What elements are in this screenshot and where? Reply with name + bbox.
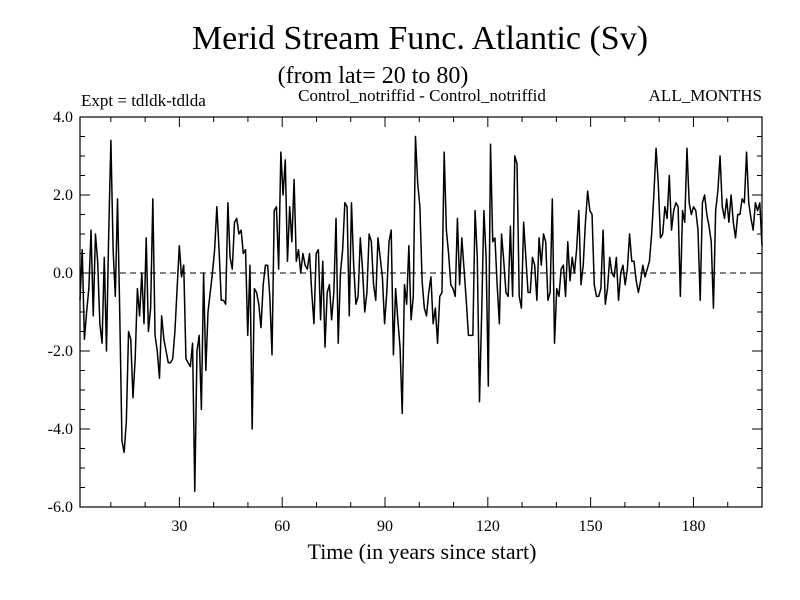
y-tick-label: -2.0 bbox=[48, 343, 73, 360]
months-label: ALL_MONTHS bbox=[649, 86, 762, 105]
x-tick-label: 180 bbox=[681, 518, 705, 535]
x-tick-label: 60 bbox=[274, 518, 290, 535]
x-tick-label: 90 bbox=[377, 518, 393, 535]
x-axis-label: Time (in years since start) bbox=[308, 539, 537, 564]
y-tick-label: -6.0 bbox=[48, 499, 73, 516]
y-tick-label: 4.0 bbox=[53, 109, 73, 126]
y-tick-label: 0.0 bbox=[53, 265, 73, 282]
experiment-label: Expt = tdldk-tdlda bbox=[81, 91, 206, 110]
chart-subtitle: (from lat= 20 to 80) bbox=[278, 63, 469, 89]
x-tick-label: 30 bbox=[171, 518, 187, 535]
plot-frame bbox=[79, 116, 763, 508]
plot-area: 4.0 2.0 0.0 -2.0 -4.0 -6.0 30 60 90 120 150 180 bbox=[48, 109, 763, 535]
series-line-0 bbox=[79, 135, 763, 493]
chart-title: Merid Stream Func. Atlantic (Sv) bbox=[192, 20, 648, 57]
comparison-label: Control_notriffid - Control_notriffid bbox=[298, 86, 546, 105]
y-tick-label: -4.0 bbox=[48, 421, 73, 438]
y-tick-label: 2.0 bbox=[53, 187, 73, 204]
x-tick-label: 150 bbox=[579, 518, 603, 535]
x-tick-label: 120 bbox=[476, 518, 500, 535]
